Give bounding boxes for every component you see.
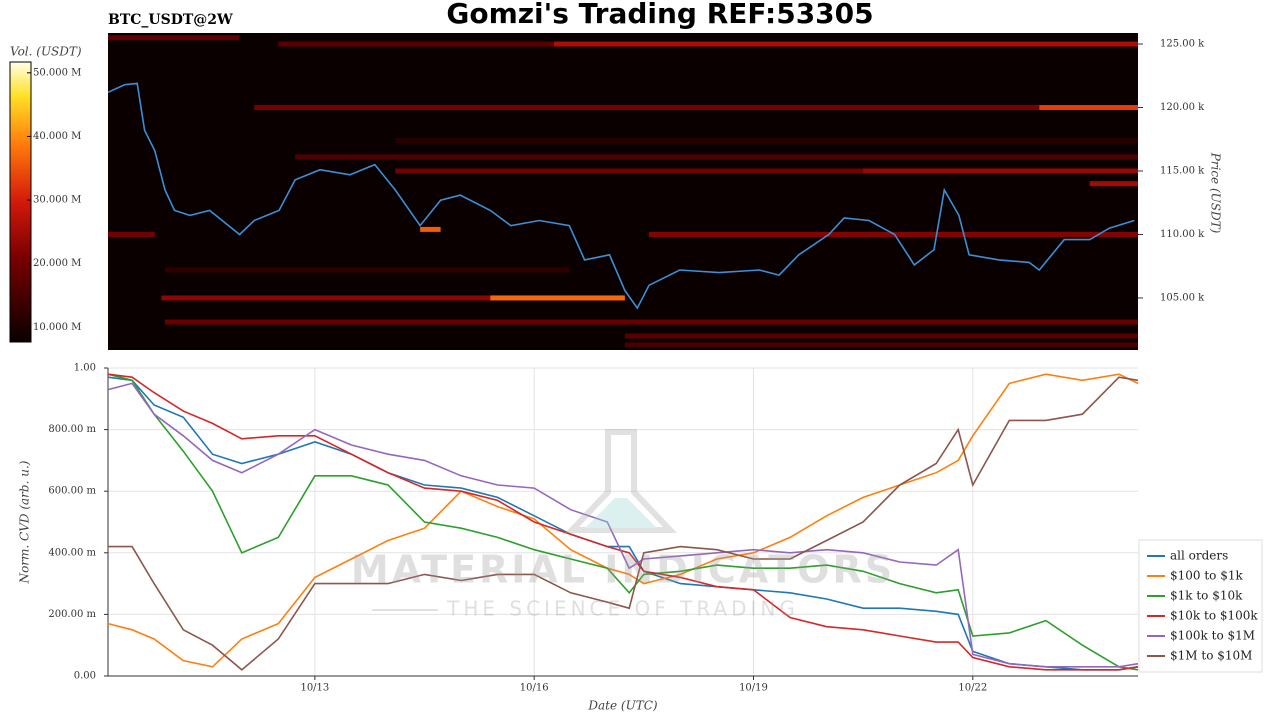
colorbar-title: Vol. (USDT) — [10, 45, 82, 59]
colorbar-tick-label: 10.000 M — [33, 322, 81, 333]
watermark-liquid — [585, 498, 657, 528]
y-tick-label: 115.00 k — [1160, 165, 1205, 176]
y-tick-label: 105.00 k — [1160, 292, 1205, 303]
colorbar-tick-label: 20.000 M — [33, 258, 81, 269]
x-tick-label: 10/22 — [958, 683, 987, 694]
liquidity-band — [165, 319, 1138, 325]
legend-box — [1138, 539, 1263, 673]
y-tick-label: 200.00 m — [48, 609, 96, 620]
liquidity-band — [420, 226, 441, 232]
liquidity-band — [863, 168, 1138, 174]
colorbar-tick-label: 50.000 M — [33, 67, 81, 78]
cvd-line — [107, 373, 1139, 671]
y-tick-label: 120.00 k — [1160, 102, 1205, 113]
y-tick-label: 400.00 m — [48, 547, 96, 558]
colorbar — [9, 61, 32, 343]
liquidity-band — [295, 154, 1139, 160]
colorbar-tick-label: 30.000 M — [33, 195, 81, 206]
y-axis-title: Norm. CVD (arb. u.) — [18, 460, 32, 584]
liquidity-band — [1039, 105, 1138, 111]
liquidity-band — [395, 138, 1139, 144]
symbol: BTC_USDT@2W — [108, 12, 233, 28]
liquidity-band — [624, 342, 1138, 348]
x-tick-label: 10/16 — [520, 683, 549, 694]
liquidity-band — [108, 231, 155, 237]
watermark-flask — [565, 429, 677, 533]
liquidity-band — [1089, 181, 1138, 187]
colorbar-tick-label: 40.000 M — [33, 131, 81, 142]
y-tick-label: 1.00 — [74, 363, 96, 374]
x-tick-label: 10/19 — [739, 683, 768, 694]
liquidity-band — [254, 105, 1138, 111]
liquidity-band — [395, 168, 1139, 174]
liquidity-band — [108, 35, 240, 41]
liquidity-band — [161, 295, 625, 301]
y-tick-label: 110.00 k — [1160, 229, 1205, 240]
y-tick-label: 600.00 m — [48, 486, 96, 497]
watermark-tagline: THE SCIENCE OF TRADING — [446, 597, 799, 621]
y-tick-label: 125.00 k — [1160, 39, 1205, 50]
plot-background — [108, 368, 1138, 676]
watermark-brand: MATERIAL INDICATORS — [351, 548, 895, 592]
legend-label: $100 to $1k — [1170, 569, 1243, 583]
liquidity-band — [278, 41, 554, 47]
y-tick-label: 0.00 — [74, 671, 96, 682]
legend-label: $1k to $10k — [1170, 589, 1243, 603]
x-tick-label: 10/13 — [300, 683, 329, 694]
heatmap-background — [108, 33, 1138, 350]
cvd-line — [108, 376, 1139, 671]
cvd-line — [107, 376, 1139, 671]
legend-label: all orders — [1170, 549, 1228, 563]
cvd-line — [107, 373, 1139, 668]
liquidity-band — [553, 41, 1138, 47]
liquidity-band — [624, 333, 1138, 339]
legend-label: $10k to $100k — [1170, 609, 1258, 623]
y-axis-title: Price (USDT) — [1209, 152, 1223, 234]
page-title: Gomzi's Trading REF:53305 — [446, 0, 873, 30]
watermark — [372, 429, 677, 611]
legend-label: $100k to $1M — [1170, 629, 1255, 643]
price-line — [107, 82, 1135, 310]
liquidity-band — [490, 295, 625, 301]
x-axis-title: Date (UTC) — [587, 699, 657, 713]
y-tick-label: 800.00 m — [48, 424, 96, 435]
liquidity-band — [165, 267, 570, 273]
cvd-line — [107, 382, 1139, 668]
legend-label: $1M to $10M — [1170, 649, 1252, 663]
